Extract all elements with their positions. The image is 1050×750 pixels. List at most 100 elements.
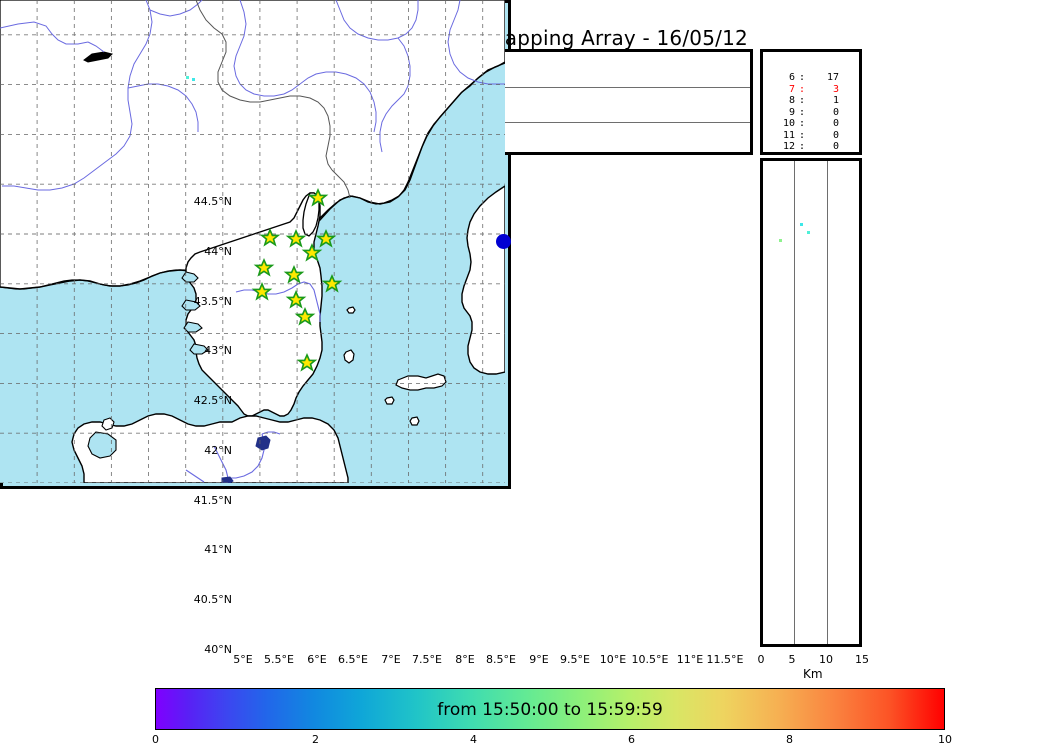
station-star [296, 353, 318, 372]
legend-count: 0 [832, 141, 839, 152]
legend-stations: 7 [788, 83, 795, 95]
colorbar-tick-4: 4 [470, 733, 477, 746]
station-count-legend-list: 6: 17 7: 3 8: 1 9: 0 10: 0 11: 0 12: 0 [765, 72, 860, 153]
legend-separator: : [798, 118, 806, 129]
gridline-10km-vertical [827, 161, 828, 644]
graticule [0, 0, 505, 483]
legend-stations: 12 [782, 141, 795, 152]
colorbar-tick-8: 8 [786, 733, 793, 746]
legend-count: 0 [832, 106, 839, 118]
italy-west-coast-landmass [461, 185, 505, 375]
map-xtick-7.5E: 7.5°E [412, 653, 442, 666]
map-xtick-8.5E: 8.5°E [486, 653, 516, 666]
legend-count: 0 [832, 129, 839, 141]
map-ytick-40N: 40°N [204, 643, 232, 656]
map-ytick-41.5N: 41.5°N [193, 494, 232, 507]
sardinia-lake-south [221, 476, 234, 483]
legend-separator: : [798, 106, 806, 118]
map-xtick-11.5E: 11.5°E [706, 653, 744, 666]
map-xtick-9E: 9°E [529, 653, 549, 666]
map-ytick-43.5N: 43.5°N [193, 295, 232, 308]
source-point [779, 239, 782, 242]
legend-row: 9: 0 [765, 107, 860, 119]
island-montecristo [409, 416, 420, 426]
colorbar[interactable] [155, 688, 945, 730]
legend-separator: : [798, 95, 806, 106]
island-capraia [343, 349, 355, 364]
map-xtick-7E: 7°E [381, 653, 401, 666]
station-star [315, 229, 337, 248]
inland-water-feature [83, 51, 113, 63]
legend-count: 3 [832, 83, 839, 95]
legend-row: 7: 3 [765, 84, 860, 96]
legend-row: 6: 17 [765, 72, 860, 84]
map-ytick-43N: 43°N [204, 344, 232, 357]
map-xtick-5E: 5°E [233, 653, 253, 666]
station-star [294, 307, 316, 326]
sardinia-landmass [71, 413, 349, 483]
right-panel-xtick-0: 0 [757, 653, 765, 666]
legend-row: 11: 0 [765, 130, 860, 142]
legend-stations: 10 [782, 118, 795, 129]
sardinia-gulf [87, 431, 117, 459]
station-star [259, 228, 281, 247]
colorbar-tick-6: 6 [628, 733, 635, 746]
station-star [301, 243, 323, 262]
map-ytick-44N: 44°N [204, 245, 232, 258]
map-xtick-5.5E: 5.5°E [264, 653, 294, 666]
legend-row: 10: 0 [765, 118, 860, 130]
source-point [186, 76, 189, 79]
map-xtick-6.5E: 6.5°E [338, 653, 368, 666]
island-gorgona [346, 306, 356, 314]
reference-marker [496, 234, 511, 249]
map-xtick-11E: 11°E [676, 653, 704, 666]
legend-count: 1 [832, 95, 839, 106]
source-point [192, 78, 195, 81]
station-count-legend-panel [760, 49, 862, 155]
map-xtick-10.5E: 10.5°E [631, 653, 669, 666]
station-star [253, 258, 275, 277]
lma-station-markers [251, 188, 343, 372]
colorbar-tick-2: 2 [312, 733, 319, 746]
station-star [283, 265, 305, 284]
legend-separator: : [798, 72, 806, 83]
gridline-5km-vertical [794, 161, 795, 644]
legend-stations: 9 [788, 106, 795, 118]
station-star [251, 282, 273, 301]
legend-stations: 6 [788, 72, 795, 83]
colorbar-caption: from 15:50:00 to 15:59:59 [437, 700, 663, 720]
colorbar-tick-10: 10 [938, 733, 952, 746]
map-panel[interactable] [0, 0, 511, 489]
colorbar-tick-0: 0 [152, 733, 159, 746]
map-xtick-6E: 6°E [307, 653, 327, 666]
map-xtick-10E: 10°E [599, 653, 627, 666]
station-star [321, 274, 343, 293]
administrative-borders [195, 0, 351, 199]
right-panel-xtick-15: 15 [855, 653, 869, 666]
sardinia-lake [255, 435, 271, 451]
station-star [285, 229, 307, 248]
map-ytick-42N: 42°N [204, 444, 232, 457]
map-graphic [0, 0, 505, 483]
legend-separator: : [798, 83, 806, 95]
map-ytick-44.5N: 44.5°N [193, 195, 232, 208]
map-ytick-41N: 41°N [204, 543, 232, 556]
asinara-island [101, 417, 115, 431]
legend-count: 17 [826, 72, 839, 83]
map-xtick-8E: 8°E [455, 653, 475, 666]
source-point [800, 223, 803, 226]
legend-stations: 11 [782, 129, 795, 141]
station-star [307, 188, 329, 207]
altitude-latitude-panel [760, 158, 862, 647]
right-panel-xtick-5: 5 [788, 653, 796, 666]
legend-row: 8: 1 [765, 95, 860, 107]
right-panel-xtick-10: 10 [819, 653, 833, 666]
map-ytick-42.5N: 42.5°N [193, 394, 232, 407]
legend-row: 12: 0 [765, 141, 860, 153]
station-star [285, 290, 307, 309]
legend-count: 0 [832, 118, 839, 129]
source-point [807, 231, 810, 234]
river-network [0, 0, 505, 191]
map-xtick-9.5E: 9.5°E [560, 653, 590, 666]
right-panel-xlabel: Km [803, 667, 823, 681]
